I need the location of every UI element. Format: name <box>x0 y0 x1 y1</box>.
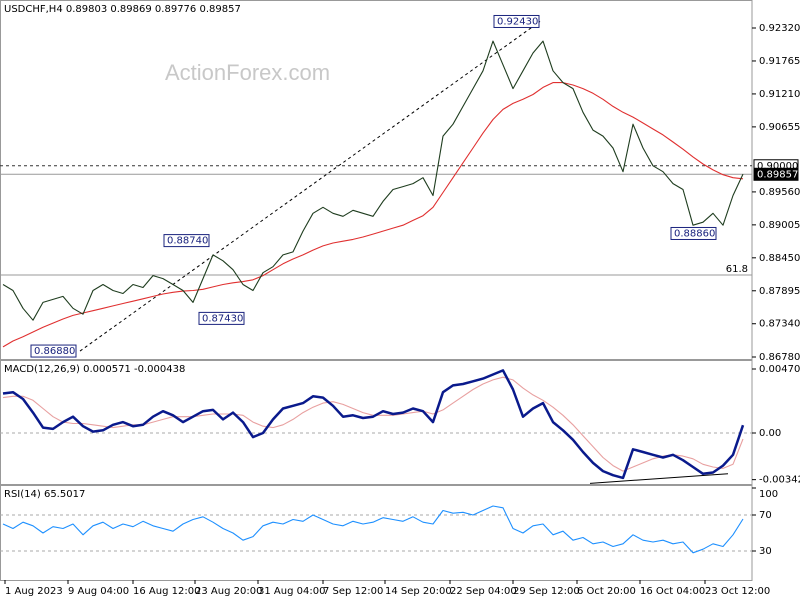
panel-title: RSI(14) 65.5017 <box>4 489 85 500</box>
trend-line <box>79 21 541 352</box>
x-tick-label: 29 Sep 12:00 <box>513 586 580 597</box>
annotation-box <box>30 344 77 358</box>
y-tick-label: 0.87340 <box>759 319 800 330</box>
y-tick-label: 0.87895 <box>759 286 800 297</box>
price-tag-label: 0.90000 <box>757 161 798 172</box>
level-label: 61.8 <box>726 264 748 275</box>
annotation-label: 0.86880 <box>34 346 75 357</box>
y-tick-label: -0.003429 <box>759 475 800 486</box>
y-tick-label: 100 <box>759 489 778 500</box>
annotation-label: 0.92430 <box>497 16 538 27</box>
x-tick-label: 6 Oct 20:00 <box>577 586 636 597</box>
annotation-box <box>493 14 540 28</box>
watermark: ActionForex.com <box>165 60 330 85</box>
annotation-box <box>163 234 210 248</box>
x-tick-label: 22 Sep 04:00 <box>450 586 517 597</box>
price-tag <box>753 167 799 181</box>
y-tick-label: 0.91765 <box>759 56 800 67</box>
panel-frame <box>0 485 753 581</box>
price-tag-label: 0.89857 <box>757 169 798 180</box>
y-tick-label: 0.86780 <box>759 352 800 363</box>
series-line <box>2 369 745 480</box>
annotation-label: 0.88740 <box>167 236 208 247</box>
y-tick-label: 0.004704 <box>759 364 800 375</box>
y-tick-label: 70 <box>759 510 772 521</box>
y-tick-label: 0.00 <box>759 428 781 439</box>
x-tick-label: 23 Aug 20:00 <box>195 586 262 597</box>
series-line <box>2 40 744 321</box>
y-tick-label: 0.88450 <box>759 253 800 264</box>
y-tick-label: 30 <box>759 546 772 557</box>
x-tick-label: 1 Aug 2023 <box>5 586 63 597</box>
series-line <box>2 82 744 348</box>
panel-frame <box>0 0 753 360</box>
x-tick-label: 16 Aug 12:00 <box>133 586 200 597</box>
y-tick-label: 0.90655 <box>759 122 800 133</box>
y-tick-label: 0.92320 <box>759 23 800 34</box>
y-tick-label: 0.89005 <box>759 220 800 231</box>
series-line <box>2 505 744 554</box>
panel-title: MACD(12,26,9) 0.000571 -0.000438 <box>4 364 185 375</box>
x-tick-label: 7 Sep 12:00 <box>323 586 383 597</box>
annotation-box <box>670 226 717 240</box>
annotation-label: 0.87430 <box>202 313 243 324</box>
annotation-label: 0.88860 <box>674 228 715 239</box>
x-tick-label: 9 Aug 04:00 <box>68 586 129 597</box>
panel-title: USDCHF,H4 0.89803 0.89869 0.89776 0.8985… <box>4 4 241 15</box>
x-tick-label: 16 Oct 04:00 <box>640 586 705 597</box>
annotation-box <box>198 311 245 325</box>
trend-line <box>589 473 729 484</box>
x-tick-label: 31 Aug 04:00 <box>258 586 325 597</box>
y-tick-label: 0.91210 <box>759 89 800 100</box>
panel-frame <box>0 360 753 485</box>
x-tick-label: 14 Sep 20:00 <box>385 586 452 597</box>
y-tick-label: 0.89560 <box>759 187 800 198</box>
x-tick-label: 23 Oct 12:00 <box>705 586 770 597</box>
